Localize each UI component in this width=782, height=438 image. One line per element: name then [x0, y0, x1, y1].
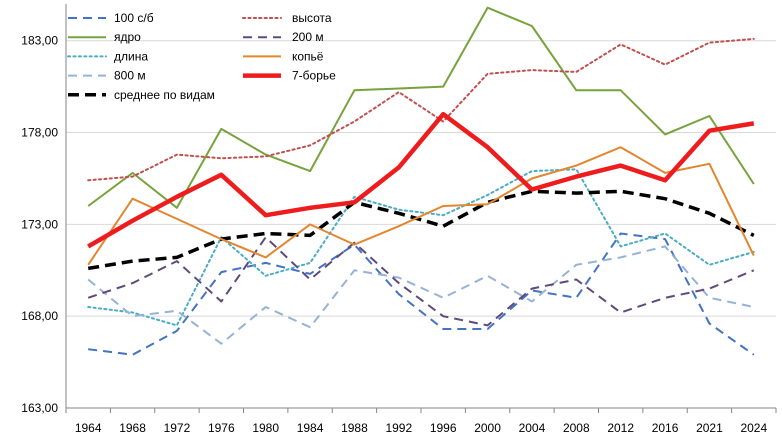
y-tick-label: 178,00	[21, 126, 58, 140]
y-tick-label: 183,00	[21, 34, 58, 48]
legend-label-среднее-по-видам: среднее по видам	[114, 88, 215, 102]
series-line-копьё	[87, 146, 755, 266]
x-tick-label: 1972	[164, 421, 191, 435]
x-tick-label: 1984	[297, 421, 324, 435]
y-tick-label: 173,00	[21, 217, 58, 231]
series-line-среднее-по-видам	[87, 189, 755, 271]
legend-label-7-борье: 7-борье	[292, 69, 336, 83]
series-lines	[87, 6, 755, 356]
legend-label-ядро: ядро	[114, 30, 141, 44]
grid-lines	[66, 40, 776, 317]
series-line-высота	[87, 37, 755, 182]
y-tick-label: 168,00	[21, 309, 58, 323]
x-tick-label: 1976	[208, 421, 235, 435]
x-tick-label: 2000	[474, 421, 501, 435]
x-tick-label: 2021	[696, 421, 723, 435]
legend-label-100-с-б: 100 с/б	[114, 11, 154, 25]
axes: 163,00 168,00 173,00 178,00 183,00 1964 1968 19…	[21, 4, 777, 435]
x-tick-label: 1988	[341, 421, 368, 435]
legend-label-копьё: копьё	[292, 49, 324, 63]
legend-label-высота: высота	[292, 11, 332, 25]
series-line-200-м	[87, 236, 755, 327]
legend-label-200-м: 200 м	[292, 30, 324, 44]
series-line-ядро	[87, 6, 755, 209]
legend-label-длина: длина	[114, 49, 148, 63]
x-tick-label: 1980	[252, 421, 279, 435]
x-tick-label: 1968	[119, 421, 146, 435]
x-tick-label: 2024	[740, 421, 767, 435]
x-tick-label: 2004	[519, 421, 546, 435]
x-tick-label: 1992	[385, 421, 412, 435]
legend-label-800-м: 800 м	[114, 69, 146, 83]
series-line-7-борье	[87, 111, 755, 249]
series-line-800-м	[87, 245, 755, 345]
legend: 100 с/б ядро длина 800 м среднее по видам выс…	[67, 11, 336, 102]
x-tick-label: 1996	[430, 421, 457, 435]
series-line-100-с-б	[88, 232, 755, 356]
x-tick-label: 2008	[563, 421, 590, 435]
x-tick-label: 2012	[607, 421, 634, 435]
y-tick-label: 163,00	[21, 401, 58, 415]
x-tick-label: 2016	[652, 421, 679, 435]
x-tick-label: 1964	[75, 421, 102, 435]
